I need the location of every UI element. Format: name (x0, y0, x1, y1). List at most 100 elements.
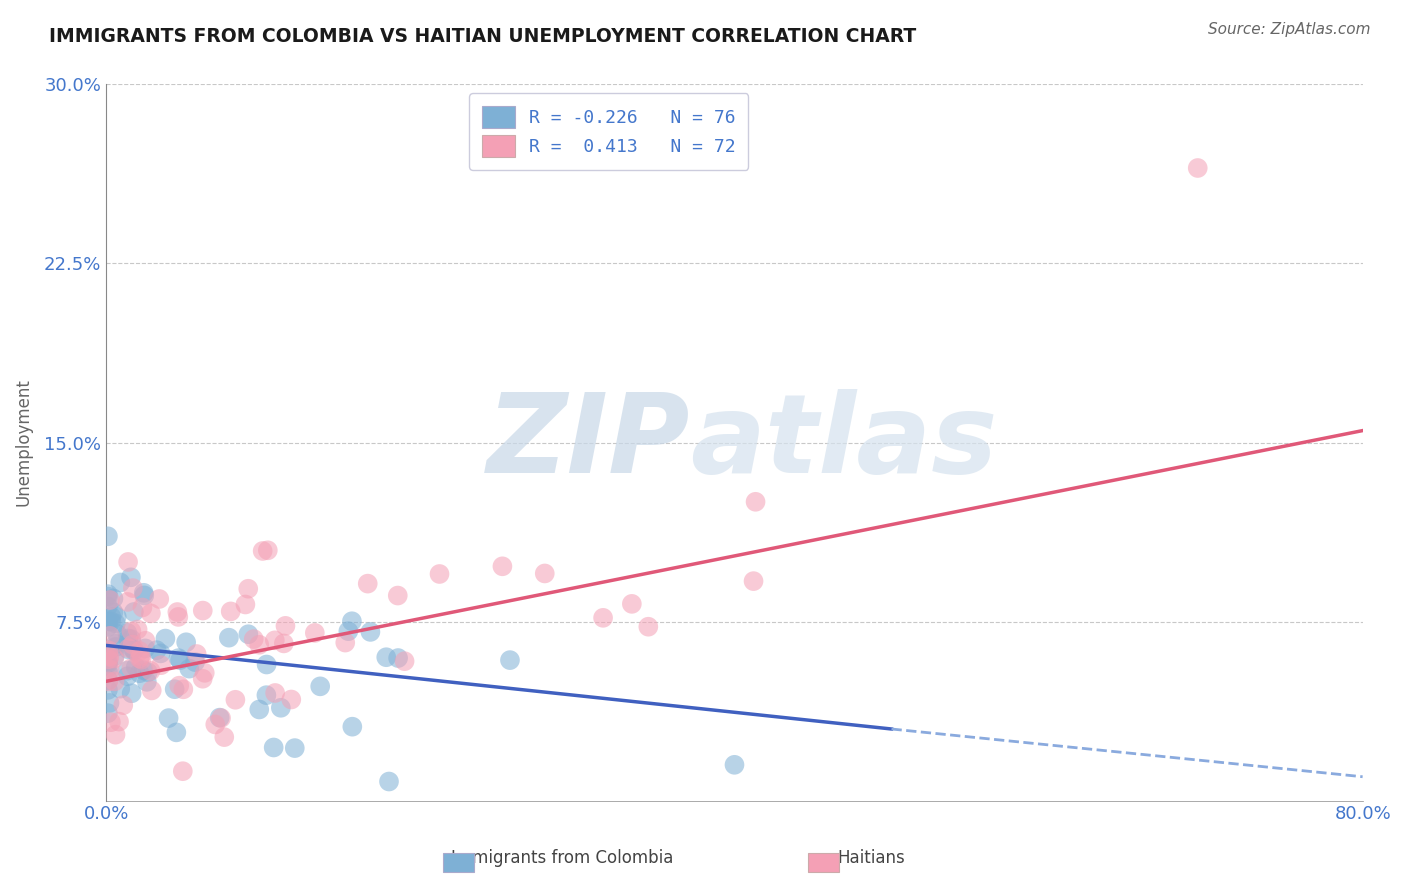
Point (191, 672, 214, 686)
Point (150, 658, 173, 673)
Point (103, 674, 125, 689)
Point (131, 600, 153, 615)
Point (637, 620, 659, 634)
Point (97, 661, 120, 675)
Point (112, 698, 135, 713)
Point (120, 661, 142, 675)
Point (270, 700, 292, 714)
Point (104, 640, 127, 654)
Point (139, 607, 162, 621)
Point (128, 666, 150, 681)
Point (118, 641, 141, 656)
Point (117, 642, 139, 657)
Point (100, 615, 122, 629)
Point (184, 655, 207, 669)
Point (97, 615, 120, 629)
Point (121, 638, 143, 652)
Point (256, 543, 278, 558)
Point (256, 657, 278, 672)
Point (172, 764, 194, 779)
Point (264, 686, 287, 700)
Point (235, 598, 257, 612)
Point (103, 651, 125, 665)
Legend: R = -0.226   N = 76, R =  0.413   N = 72: R = -0.226 N = 76, R = 0.413 N = 72 (470, 94, 748, 170)
Point (394, 654, 416, 668)
Point (100, 609, 122, 624)
Point (163, 682, 186, 697)
Point (342, 720, 364, 734)
Point (105, 609, 128, 624)
Point (620, 597, 643, 611)
Point (97, 657, 120, 671)
Point (121, 686, 143, 700)
Point (117, 669, 139, 683)
Point (304, 626, 326, 640)
Point (247, 638, 270, 652)
Point (97, 529, 120, 543)
Y-axis label: Unemployment: Unemployment (15, 378, 32, 507)
Point (104, 616, 127, 631)
Point (125, 660, 148, 674)
Point (108, 714, 131, 729)
Point (120, 632, 142, 646)
Point (335, 635, 357, 649)
Point (224, 692, 246, 706)
Point (337, 624, 360, 639)
Point (104, 728, 127, 742)
Point (117, 625, 139, 640)
Point (488, 113, 510, 128)
Point (97, 666, 120, 681)
Point (149, 646, 172, 660)
Point (103, 605, 125, 619)
Point (191, 604, 214, 618)
Point (127, 623, 149, 637)
Point (174, 635, 197, 649)
Point (340, 614, 363, 628)
Point (167, 610, 190, 624)
Point (97, 587, 120, 601)
Point (284, 741, 307, 756)
Point (122, 605, 145, 619)
Point (139, 664, 162, 678)
Point (97, 655, 120, 669)
Point (141, 683, 163, 698)
Point (97, 643, 120, 657)
Point (167, 651, 190, 665)
Point (186, 647, 208, 661)
Point (491, 559, 513, 574)
Point (592, 611, 614, 625)
Point (117, 555, 139, 569)
Point (117, 595, 139, 609)
Point (169, 653, 191, 667)
Point (104, 637, 127, 651)
Point (98, 696, 121, 710)
Point (129, 648, 152, 663)
Point (204, 717, 226, 731)
Point (167, 679, 190, 693)
Point (135, 674, 157, 689)
Text: Immigrants from Colombia: Immigrants from Colombia (451, 849, 673, 867)
Point (134, 641, 156, 656)
Point (97, 590, 120, 604)
Point (254, 688, 277, 702)
Text: IMMIGRANTS FROM COLOMBIA VS HAITIAN UNEMPLOYMENT CORRELATION CHART: IMMIGRANTS FROM COLOMBIA VS HAITIAN UNEM… (49, 27, 917, 45)
Point (97, 673, 120, 688)
Point (136, 665, 159, 680)
Point (723, 757, 745, 772)
Point (97, 652, 120, 666)
Point (157, 711, 180, 725)
Point (131, 653, 153, 667)
Point (132, 663, 155, 677)
Point (744, 495, 766, 509)
Point (98, 629, 121, 643)
Point (378, 774, 401, 789)
Point (98, 649, 121, 664)
Point (120, 624, 142, 639)
Point (110, 681, 132, 696)
Point (218, 631, 240, 645)
Point (97, 674, 120, 689)
Point (128, 644, 150, 658)
Point (122, 643, 145, 657)
Point (357, 576, 380, 591)
Point (98, 593, 121, 607)
